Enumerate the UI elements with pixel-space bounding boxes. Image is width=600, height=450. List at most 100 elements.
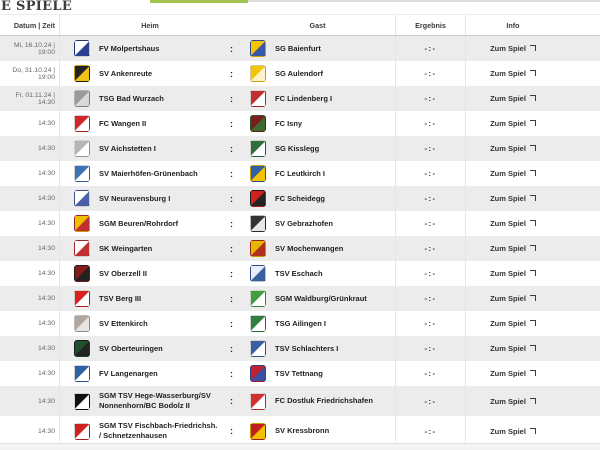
match-result: -:- bbox=[424, 294, 437, 303]
guest-team-cell: SG Aulendorf bbox=[240, 65, 395, 82]
home-team-cell: SV Maierhöfen-Grünenbach : bbox=[60, 165, 240, 182]
zum-spiel-link[interactable]: Zum Spiel bbox=[490, 144, 536, 153]
zum-spiel-link[interactable]: Zum Spiel bbox=[490, 44, 536, 53]
home-team-logo bbox=[74, 115, 90, 132]
active-tab-indicator[interactable] bbox=[150, 0, 248, 3]
home-team-name[interactable]: TSV Berg III bbox=[99, 293, 142, 303]
guest-team-name[interactable]: SV Gebrazhofen bbox=[275, 218, 333, 228]
match-datetime: 14:30 bbox=[0, 161, 60, 186]
home-team-cell: SV Neuravensburg I : bbox=[60, 190, 240, 207]
match-result-cell: -:- bbox=[395, 286, 466, 311]
guest-team-name[interactable]: TSV Schlachters I bbox=[275, 343, 339, 353]
guest-team-name[interactable]: SG Aulendorf bbox=[275, 68, 324, 78]
home-team-cell: FV Molpertshaus : bbox=[60, 40, 240, 57]
home-team-logo bbox=[74, 215, 90, 232]
table-row: 14:30 SV Neuravensburg I : FC Scheidegg … bbox=[0, 186, 600, 211]
zum-spiel-link[interactable]: Zum Spiel bbox=[490, 269, 536, 278]
guest-team-name[interactable]: SGM Waldburg/Grünkraut bbox=[275, 293, 367, 303]
zum-spiel-link[interactable]: Zum Spiel bbox=[490, 119, 536, 128]
table-row: 14:30 SK Weingarten : SV Mochenwangen -:… bbox=[0, 236, 600, 261]
zum-spiel-link[interactable]: Zum Spiel bbox=[490, 244, 536, 253]
external-link-icon bbox=[529, 120, 536, 126]
home-team-name[interactable]: SV Aichstetten I bbox=[99, 143, 156, 153]
zum-spiel-link[interactable]: Zum Spiel bbox=[490, 69, 536, 78]
home-team-name[interactable]: SV Oberteuringen bbox=[99, 343, 163, 353]
home-guest-separator: : bbox=[230, 168, 233, 179]
zum-spiel-link[interactable]: Zum Spiel bbox=[490, 397, 536, 406]
guest-team-logo bbox=[250, 215, 266, 232]
zum-spiel-link[interactable]: Zum Spiel bbox=[490, 194, 536, 203]
zum-spiel-link[interactable]: Zum Spiel bbox=[490, 294, 536, 303]
guest-team-name[interactable]: SV Kressbronn bbox=[275, 426, 330, 436]
home-team-name[interactable]: SV Ankenreute bbox=[99, 68, 153, 78]
match-datetime: 14:30 bbox=[0, 236, 60, 261]
match-info-cell: Zum Spiel bbox=[466, 211, 600, 236]
guest-team-name[interactable]: TSV Eschach bbox=[275, 268, 323, 278]
guest-team-cell: SG Baienfurt bbox=[240, 40, 395, 57]
match-result-cell: -:- bbox=[395, 361, 466, 386]
guest-team-name[interactable]: SV Mochenwangen bbox=[275, 243, 344, 253]
zum-spiel-link[interactable]: Zum Spiel bbox=[490, 319, 536, 328]
home-team-name[interactable]: SV Neuravensburg I bbox=[99, 193, 171, 203]
match-result: -:- bbox=[424, 94, 437, 103]
home-guest-separator: : bbox=[230, 368, 233, 379]
header-heim: Heim bbox=[141, 20, 159, 30]
zum-spiel-label: Zum Spiel bbox=[490, 219, 526, 228]
match-result: -:- bbox=[424, 69, 437, 78]
home-team-logo bbox=[74, 90, 90, 107]
home-team-name[interactable]: SV Oberzell II bbox=[99, 268, 147, 278]
guest-team-name[interactable]: SG Kisslegg bbox=[275, 143, 320, 153]
guest-team-name[interactable]: TSV Tettnang bbox=[275, 368, 323, 378]
external-link-icon bbox=[529, 70, 536, 76]
guest-team-logo bbox=[250, 240, 266, 257]
home-team-logo bbox=[74, 422, 90, 440]
home-team-name[interactable]: FV Molpertshaus bbox=[99, 43, 160, 53]
guest-team-name[interactable]: FC Dostluk Friedrichshafen bbox=[275, 396, 373, 406]
guest-team-name[interactable]: TSG Ailingen I bbox=[275, 318, 326, 328]
match-info-cell: Zum Spiel bbox=[466, 236, 600, 261]
match-result: -:- bbox=[424, 169, 437, 178]
home-team-name[interactable]: SGM TSV Hege-Wasserburg/SV Nonnenhorn/BC… bbox=[99, 391, 211, 410]
table-row: 14:30 SV Oberzell II : TSV Eschach -:- Z… bbox=[0, 261, 600, 286]
guest-team-name[interactable]: FC Isny bbox=[275, 118, 303, 128]
home-team-name[interactable]: FC Wangen II bbox=[99, 118, 147, 128]
match-result-cell: -:- bbox=[395, 236, 466, 261]
match-datetime: 14:30 bbox=[0, 261, 60, 286]
table-row: 14:30 SV Oberteuringen : TSV Schlachters… bbox=[0, 336, 600, 361]
home-team-name[interactable]: SGM TSV Fischbach-Friedrichsh. / Schnetz… bbox=[99, 421, 218, 440]
home-team-cell: SK Weingarten : bbox=[60, 240, 240, 257]
match-datetime: 14:30 bbox=[0, 361, 60, 386]
guest-team-name[interactable]: FC Lindenberg I bbox=[275, 93, 333, 103]
zum-spiel-link[interactable]: Zum Spiel bbox=[490, 219, 536, 228]
external-link-icon bbox=[529, 170, 536, 176]
match-info-cell: Zum Spiel bbox=[466, 336, 600, 361]
match-info-cell: Zum Spiel bbox=[466, 386, 600, 416]
table-row: 14:30 FC Wangen II : FC Isny -:- Zum Spi… bbox=[0, 111, 600, 136]
home-guest-separator: : bbox=[230, 268, 233, 279]
home-guest-separator: : bbox=[230, 243, 233, 254]
zum-spiel-link[interactable]: Zum Spiel bbox=[490, 94, 536, 103]
home-team-cell: SGM TSV Fischbach-Friedrichsh. / Schnetz… bbox=[60, 421, 240, 441]
home-team-name[interactable]: SV Maierhöfen-Grünenbach bbox=[99, 168, 198, 178]
guest-team-logo bbox=[250, 290, 266, 307]
guest-team-name[interactable]: SG Baienfurt bbox=[275, 43, 321, 53]
zum-spiel-link[interactable]: Zum Spiel bbox=[490, 344, 536, 353]
home-team-logo bbox=[74, 290, 90, 307]
home-team-logo bbox=[74, 165, 90, 182]
zum-spiel-link[interactable]: Zum Spiel bbox=[490, 169, 536, 178]
zum-spiel-link[interactable]: Zum Spiel bbox=[490, 427, 536, 436]
match-datetime: Do, 31.10.24 | 19:00 bbox=[0, 61, 60, 86]
home-team-logo bbox=[74, 190, 90, 207]
home-team-logo bbox=[74, 315, 90, 332]
home-team-name[interactable]: FV Langenargen bbox=[99, 368, 158, 378]
zum-spiel-link[interactable]: Zum Spiel bbox=[490, 369, 536, 378]
home-team-name[interactable]: SGM Beuren/Rohrdorf bbox=[99, 218, 179, 228]
home-team-name[interactable]: SV Ettenkirch bbox=[99, 318, 148, 328]
guest-team-name[interactable]: FC Scheidegg bbox=[275, 193, 326, 203]
guest-team-cell: TSV Tettnang bbox=[240, 365, 395, 382]
zum-spiel-label: Zum Spiel bbox=[490, 169, 526, 178]
home-team-name[interactable]: SK Weingarten bbox=[99, 243, 153, 253]
home-team-name[interactable]: TSG Bad Wurzach bbox=[99, 93, 164, 103]
guest-team-name[interactable]: FC Leutkirch I bbox=[275, 168, 326, 178]
